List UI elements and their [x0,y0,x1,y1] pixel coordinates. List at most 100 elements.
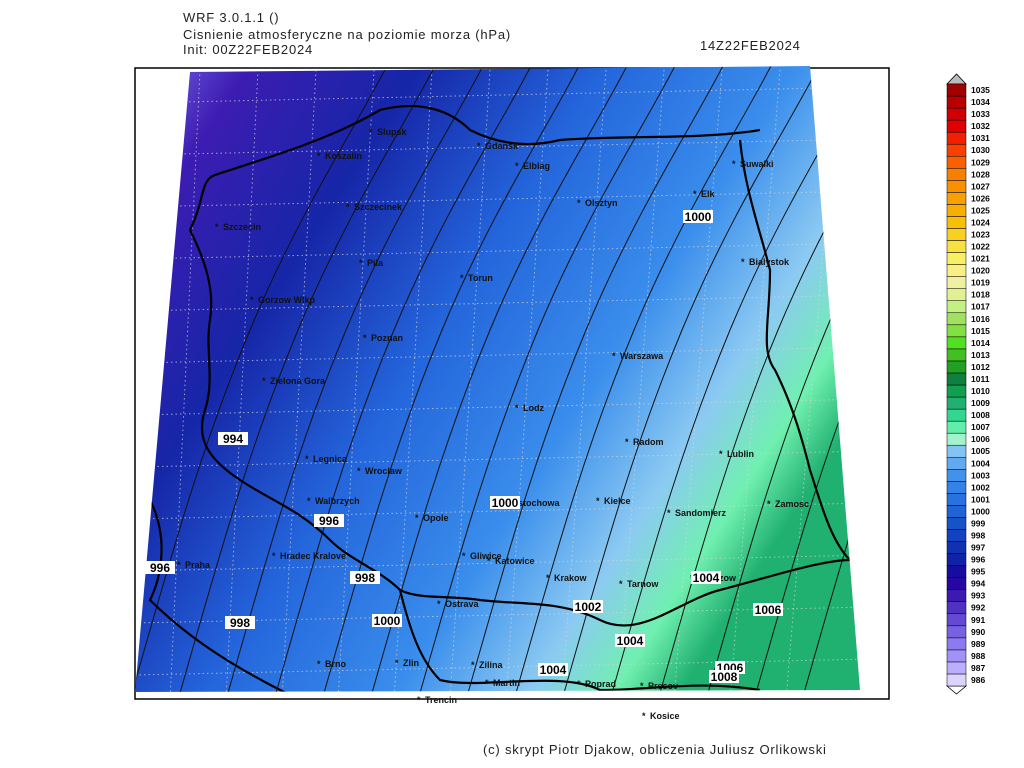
city-label: Katowice [495,556,535,566]
isobar [465,66,727,692]
colorbar-label: 1030 [971,145,990,155]
colorbar-label: 994 [971,579,985,589]
colorbar-label: 1031 [971,133,990,143]
city-label: Kielce [604,496,631,506]
colorbar-cell [946,577,967,590]
colorbar-cell [946,396,967,410]
grid-line [785,69,839,692]
city-label: Poznan [371,333,403,343]
grid-line [617,69,665,692]
city-label: Zielona Gora [270,376,326,386]
colorbar-cell [946,661,967,675]
colorbar-label: 989 [971,639,985,649]
colorbar-cell [946,673,967,687]
colorbar-cell [946,180,967,193]
colorbar-label: 1004 [971,458,990,468]
city-label: Gorzow Wlkp [258,295,315,305]
city-marker: * [177,560,181,570]
colorbar-label: 988 [971,651,985,661]
colorbar-cell [946,529,967,542]
colorbar-cell [946,155,967,169]
isobar [135,66,391,692]
city-marker: * [596,496,600,506]
colorbar-label: 1020 [971,266,990,276]
colorbar-label: 995 [971,567,985,577]
grid-line [449,69,491,692]
city-marker: * [515,161,519,171]
border [148,499,761,692]
colorbar-cell [946,228,967,241]
city-label: Lublin [727,449,754,459]
grid-line [135,242,860,260]
city-label: Gdansk [485,141,519,151]
colorbar-label: 987 [971,663,985,673]
city-marker: * [640,681,644,691]
colorbar-cell [946,348,967,362]
contour-label-bg [753,603,783,616]
init-time: Init: 00Z22FEB2024 [183,42,313,57]
city-label: Gliwice [470,551,502,561]
colorbar-label: 1005 [971,446,990,456]
colorbar-cell [946,625,967,639]
city-label: Radom [633,437,664,447]
colorbar-top-arrow [946,73,967,85]
city-label: Martin [493,678,520,688]
grid-line [561,69,607,692]
grid-line [135,450,860,468]
colorbar-label: 990 [971,627,985,637]
city-marker: * [357,466,361,476]
colorbar-label: 1028 [971,169,990,179]
colorbar-cell [946,372,967,386]
contour-label-bg [683,210,713,223]
city-label: Legnica [313,454,348,464]
colorbar-cell [946,553,967,566]
colorbar-label: 1023 [971,230,990,240]
contour-label-bg [218,432,248,445]
contour-label-bg [490,496,520,509]
isobar [753,66,860,692]
city-label: Torun [468,273,493,283]
colorbar-cell [946,541,967,554]
colorbar-cell [946,444,967,458]
city-marker: * [546,573,550,583]
city-label: Krakow [554,573,588,583]
colorbar-label: 1024 [971,217,990,227]
isobar [369,66,631,692]
city-marker: * [250,295,254,305]
colorbar-cell [946,288,967,301]
colorbar-cell [946,336,967,350]
border [189,229,851,627]
contour-label: 1004 [617,634,644,648]
contour-label-bg [615,634,645,647]
contour-label: 1004 [693,571,720,585]
colorbar-label: 1033 [971,109,990,119]
city-label: Pila [367,258,384,268]
contour-label-bg [709,670,739,683]
contour-label: 996 [150,561,170,575]
colorbar-label: 1001 [971,494,990,504]
grid-line [135,346,860,364]
model-name: WRF 3.0.1.1 () [183,10,279,25]
city-marker: * [215,222,219,232]
colorbar-cell [946,276,967,289]
city-marker: * [642,711,646,721]
colorbar-bottom-arrow [945,685,968,695]
colorbar-cell [946,83,967,97]
colorbar-label: 1003 [971,470,990,480]
colorbar-cell [946,119,967,133]
grid-line [729,69,781,692]
city-label: Czestochowa [502,498,561,508]
city-label: Ostrava [445,599,480,609]
isobar [225,66,487,692]
city-marker: * [477,141,481,151]
city-label: Poprad [585,679,616,689]
colorbar-label: 1025 [971,205,990,215]
colorbar-label: 1006 [971,434,990,444]
city-label: Presov [648,681,678,691]
colorbar-cell [946,324,967,338]
grid-line [135,658,860,676]
city-marker: * [515,403,519,413]
city-label: Wroclaw [365,466,403,476]
contour-label-bg [350,571,380,584]
colorbar-cell [946,300,967,314]
